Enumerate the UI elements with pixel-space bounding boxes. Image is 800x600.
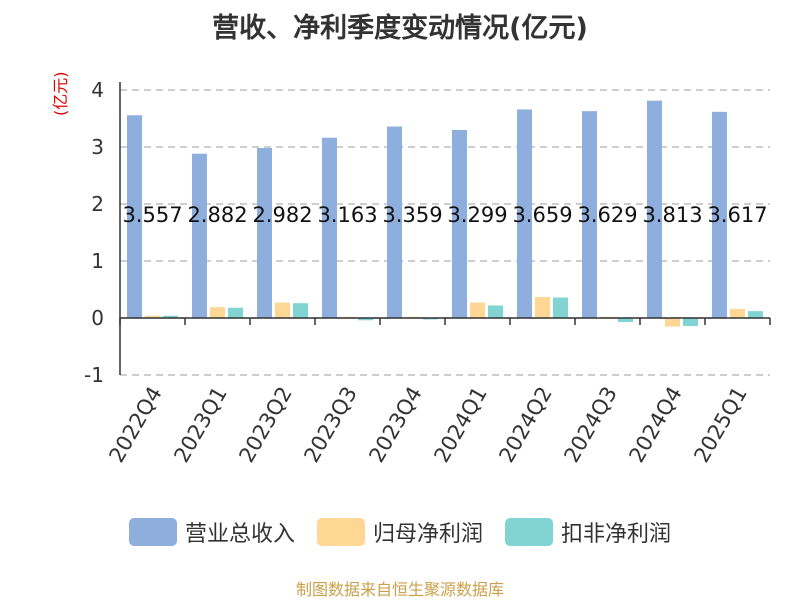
- legend-swatch-net-profit: [316, 518, 365, 546]
- y-tick-label: 3: [91, 135, 104, 159]
- bar-net-profit: [665, 318, 680, 327]
- bar-deducted-profit: [228, 307, 243, 318]
- bar-revenue: [257, 148, 272, 318]
- y-tick-label: 2: [91, 192, 104, 216]
- legend-item-deducted-profit[interactable]: 扣非净利润: [505, 516, 671, 548]
- bar-revenue: [712, 111, 727, 319]
- bar-revenue: [387, 126, 402, 318]
- x-tick-label: 2022Q4: [104, 383, 166, 467]
- bar-deducted-profit: [683, 318, 698, 326]
- bar-deducted-profit: [618, 318, 633, 322]
- legend-label-revenue: 营业总收入: [184, 522, 295, 547]
- data-label-revenue: 3.557: [122, 203, 182, 227]
- x-tick-label: 2024Q1: [429, 383, 491, 467]
- x-tick-label: 2024Q4: [624, 383, 686, 467]
- legend-item-net-profit[interactable]: 归母净利润: [316, 516, 483, 548]
- x-tick-label: 2023Q4: [364, 383, 426, 467]
- x-tick-label: 2024Q2: [494, 383, 556, 467]
- bar-net-profit: [470, 302, 485, 318]
- bar-revenue: [517, 109, 532, 318]
- y-tick-label: 0: [91, 306, 104, 330]
- x-tick-label: 2023Q1: [169, 383, 231, 467]
- legend-swatch-revenue: [128, 518, 177, 546]
- data-source-note: 制图数据来自恒生聚源数据库: [295, 580, 504, 599]
- y-tick-label: -1: [84, 363, 104, 387]
- x-tick-label: 2023Q2: [234, 383, 296, 467]
- bar-revenue: [192, 153, 207, 318]
- bar-deducted-profit: [488, 305, 503, 318]
- bar-deducted-profit: [748, 311, 763, 318]
- data-label-revenue: 3.617: [707, 203, 767, 227]
- bar-deducted-profit: [293, 303, 308, 318]
- data-label-revenue: 3.299: [447, 203, 507, 227]
- data-label-revenue: 2.982: [252, 203, 312, 227]
- data-label-revenue: 3.813: [642, 203, 702, 227]
- chart-title: 营收、净利季度变动情况(亿元): [212, 13, 588, 44]
- x-tick-label: 2024Q3: [559, 383, 621, 467]
- bar-deducted-profit: [358, 318, 373, 321]
- bar-net-profit: [730, 308, 745, 318]
- legend-label-net-profit: 归母净利润: [372, 522, 483, 547]
- data-label-revenue: 3.163: [317, 203, 377, 227]
- data-label-revenue: 3.659: [512, 203, 572, 227]
- y-tick-label: 1: [91, 249, 104, 273]
- x-tick-label: 2025Q1: [689, 383, 751, 467]
- legend-swatch-deducted-profit: [505, 518, 553, 546]
- bar-revenue: [127, 115, 142, 318]
- legend-label-deducted-profit: 扣非净利润: [561, 522, 672, 547]
- bar-revenue: [452, 129, 467, 318]
- bar-net-profit: [145, 315, 160, 318]
- bar-revenue: [322, 137, 337, 318]
- bar-net-profit: [275, 302, 290, 318]
- bar-revenue: [647, 100, 662, 318]
- data-label-revenue: 2.882: [187, 203, 247, 227]
- legend-item-revenue[interactable]: 营业总收入: [128, 516, 295, 548]
- bar-net-profit: [535, 296, 550, 318]
- legend: 营业总收入 归母净利润 扣非净利润: [0, 516, 800, 548]
- data-label-revenue: 3.629: [577, 203, 637, 227]
- bar-revenue: [582, 111, 597, 318]
- bar-deducted-profit: [553, 297, 568, 318]
- bar-net-profit: [210, 307, 225, 318]
- data-label-revenue: 3.359: [382, 203, 442, 227]
- y-tick-label: 4: [91, 78, 104, 102]
- bar-deducted-profit: [163, 315, 178, 318]
- x-tick-label: 2023Q3: [299, 383, 361, 467]
